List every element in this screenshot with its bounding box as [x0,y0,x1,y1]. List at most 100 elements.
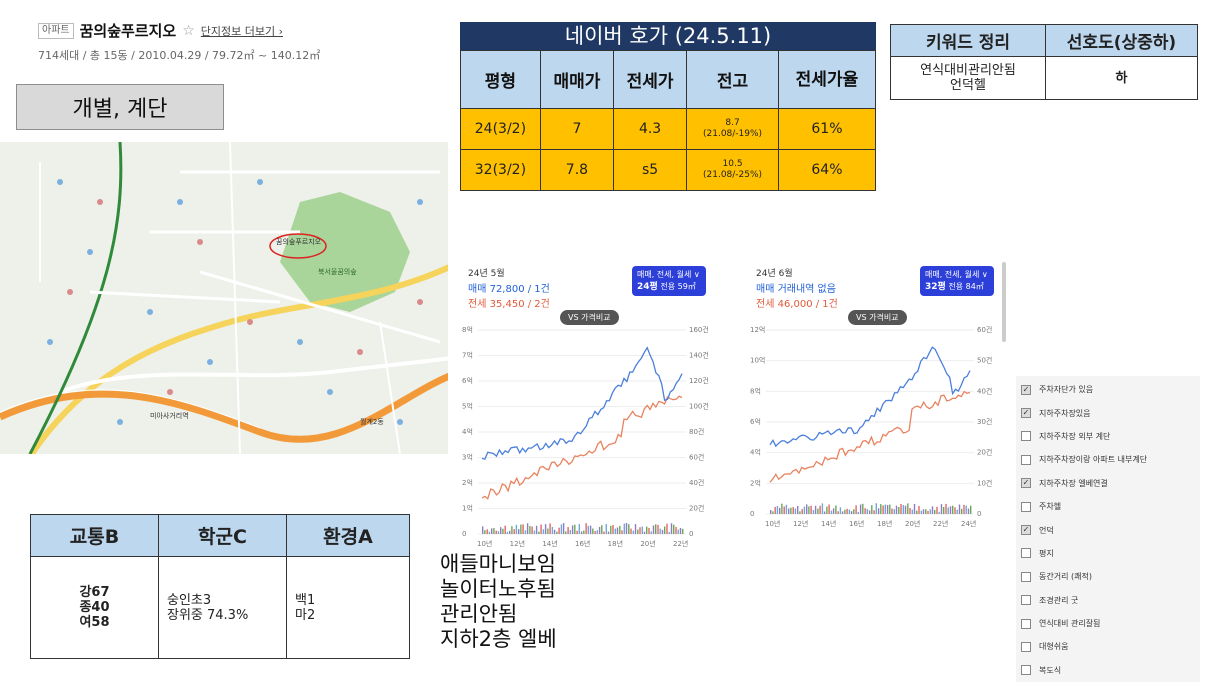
volume-bar [558,527,560,534]
checklist-item[interactable]: 지하주차장 외부 계단 [1016,425,1200,448]
x-tick-label: 14년 [542,539,557,548]
checkbox-icon[interactable] [1021,454,1031,465]
checklist-item[interactable]: 주차헬 [1016,495,1200,518]
checkbox-icon[interactable] [1021,571,1031,582]
compare-price-button[interactable]: VS 가격비교 [560,310,619,325]
header-peak: 전고 [686,50,779,109]
checkbox-icon[interactable] [1021,641,1031,652]
checklist-label: 지하주차장이랑 아파트 내부계단 [1039,455,1148,465]
volume-bar [482,526,484,534]
cell-lease: 4.3 [612,108,688,150]
panel-scrollbar[interactable] [1002,262,1006,342]
volume-bar [886,505,889,514]
volume-bar [625,523,628,534]
checklist-item[interactable]: ✓ 언덕 [1016,518,1200,541]
checklist-item[interactable]: 복도식 [1016,659,1200,682]
volume-bar [598,527,601,534]
volume-bar [500,527,502,534]
volume-bar [648,527,650,534]
location-map[interactable]: 꿈의숲푸르지오 북서울꿈의숲 미아사거리역 월계2동 [0,142,448,454]
volume-bar [621,530,623,534]
chart-filter-dropdown[interactable]: 매매, 전세, 월세 ∨ 24평 전용 59㎡ [632,266,706,296]
school-line: 장위중 74.3% [167,607,249,623]
volume-bar [848,509,851,514]
checkbox-icon[interactable] [1021,431,1031,442]
checklist-item[interactable]: 조경관리 굿 [1016,589,1200,612]
keyword-cell: 연식대비관리안됨 언덕헬 [890,56,1046,100]
traffic-line: 강67 [79,585,110,600]
volume-bar [520,524,522,534]
x-tick-label: 20년 [905,519,920,528]
y-tick-label: 6억 [750,418,761,426]
checkbox-icon[interactable] [1021,595,1031,606]
favorite-star-icon[interactable]: ☆ [182,22,195,39]
y2-tick-label: 120건 [689,376,709,385]
volume-bar [783,506,785,514]
checklist-item[interactable]: 대형쉬움 [1016,635,1200,658]
x-tick-label: 18년 [877,519,892,528]
volume-bar [895,505,898,514]
volume-bar [952,505,954,514]
volume-bar [493,528,495,534]
checklist-item[interactable]: 동간거리 (쾌적) [1016,565,1200,588]
header-lease-price: 전세가 [612,50,688,109]
y2-tick-label: 160건 [689,325,709,334]
park-area [280,192,410,312]
checklist-item[interactable]: 지하주차장이랑 아파트 내부계단 [1016,448,1200,471]
complex-info-more-link[interactable]: 단지정보 더보기 › [200,24,284,38]
volume-bar [509,530,511,534]
volume-bar [589,525,592,534]
cell-ratio: 64% [777,149,877,191]
volume-bar [875,503,877,514]
checkbox-icon[interactable]: ✓ [1021,408,1031,419]
checkbox-icon[interactable]: ✓ [1021,525,1031,536]
checklist-item[interactable]: 평지 [1016,542,1200,565]
school-line: 숭인초3 [167,592,212,608]
compare-price-button[interactable]: VS 가격비교 [848,310,907,325]
note-line: 놀이터노후됨 [440,577,556,601]
checkbox-icon[interactable] [1021,548,1031,559]
volume-bar [900,503,902,514]
volume-bar [965,505,967,514]
y-tick-label: 8억 [750,387,761,395]
checklist-item[interactable]: ✓ 주차자단가 있음 [1016,378,1200,401]
y2-tick-label: 10건 [977,478,992,487]
volume-bar [619,525,621,534]
volume-bar [882,505,884,514]
checklist-item[interactable]: ✓ 지하주차장있음 [1016,401,1200,424]
checkbox-icon[interactable]: ✓ [1021,384,1031,395]
checklist-item[interactable]: ✓ 지하주차장 엘베연결 [1016,472,1200,495]
price-chart-32: 24년 6월 매매 거래내역 없음 전세 46,000 / 1건 매매, 전세,… [748,262,1000,532]
volume-bar [819,505,821,514]
volume-bar [585,523,587,534]
target-apartment-marker [269,233,327,259]
checklist-item[interactable]: 연식대비 관리잘됨 [1016,612,1200,635]
volume-bar [938,511,940,514]
y2-tick-label: 20건 [977,448,992,457]
volume-bar [823,511,826,514]
evaluation-table: 교통B 학군C 환경A 강67 종40 여58 숭인초3 장위중 74.3% 백… [30,514,410,659]
checkbox-icon[interactable] [1021,618,1031,629]
note-line: 애들마니보임 [440,552,556,576]
checklist-label: 주차헬 [1039,502,1062,512]
volume-bar [551,527,554,534]
checkbox-icon[interactable] [1021,501,1031,512]
volume-bar [535,525,538,534]
filter-area: 전용 59㎡ [660,282,696,291]
checkbox-icon[interactable] [1021,665,1031,676]
checkbox-icon[interactable]: ✓ [1021,478,1031,489]
y2-tick-label: 60건 [977,325,992,334]
volume-bar [776,506,779,514]
volume-bar [945,503,947,514]
cell-peak: 10.5 (21.08/-25%) [686,149,779,191]
peak-value: 10.5 [722,159,743,169]
volume-bar [918,506,920,514]
note-line: 지하2층 엘베 [440,627,557,651]
volume-bar [862,503,864,514]
chart-filter-dropdown[interactable]: 매매, 전세, 월세 ∨ 32평 전용 84㎡ [920,266,994,296]
volume-bar [828,504,830,514]
checklist-label: 언덕 [1039,525,1054,535]
volume-bar [646,526,648,534]
volume-bar [569,530,571,534]
naver-price-table: 평형 매매가 전세가 전고 전세가율 24(3/2) 7 4.3 8.7 (21… [460,50,877,191]
